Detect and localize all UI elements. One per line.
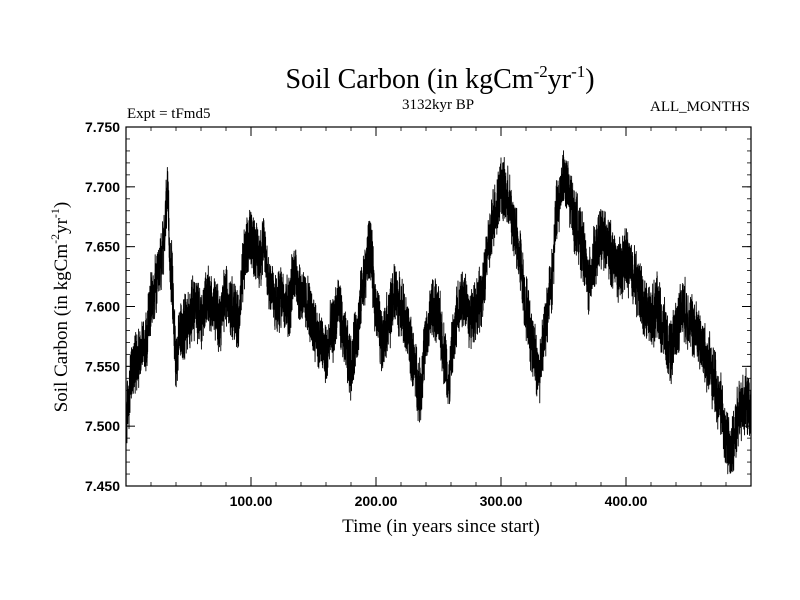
series-line <box>125 150 752 475</box>
y-axis-label: Soil Carbon (in kgCm-2yr-1) <box>48 202 72 413</box>
chart-subtitle: 3132kyr BP <box>402 97 474 113</box>
x-tick-label: 400.00 <box>605 493 648 509</box>
y-axis-tick-labels: 7.450 7.500 7.550 7.600 7.650 7.700 7.750 <box>85 119 120 494</box>
x-tick-label: 300.00 <box>480 493 523 509</box>
y-tick-label: 7.700 <box>85 179 120 195</box>
chart-title: Soil Carbon (in kgCm-2yr-1) <box>285 62 594 95</box>
x-axis-tick-labels: 100.00 200.00 300.00 400.00 <box>230 493 648 509</box>
y-tick-label: 7.650 <box>85 239 120 255</box>
y-tick-label: 7.750 <box>85 119 120 135</box>
y-tick-label: 7.500 <box>85 418 120 434</box>
x-tick-label: 100.00 <box>230 493 273 509</box>
plot-frame <box>125 126 752 487</box>
months-label: ALL_MONTHS <box>650 99 750 115</box>
y-tick-label: 7.550 <box>85 358 120 374</box>
x-axis-label: Time (in years since start) <box>342 516 540 537</box>
y-tick-label: 7.450 <box>85 478 120 494</box>
series-layer <box>125 150 752 475</box>
x-tick-label: 200.00 <box>355 493 398 509</box>
y-tick-label: 7.600 <box>85 299 120 315</box>
experiment-label: Expt = tFmd5 <box>127 106 210 122</box>
